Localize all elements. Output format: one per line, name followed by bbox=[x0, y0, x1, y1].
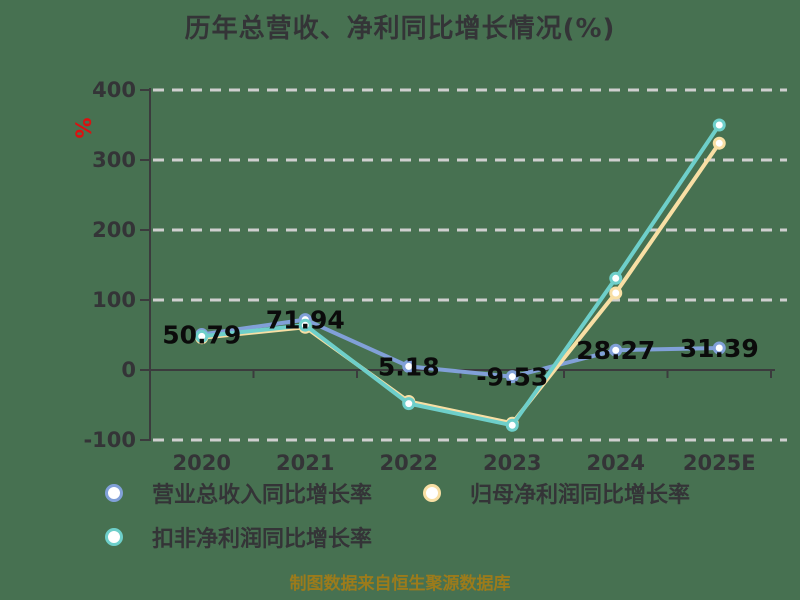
data-point-marker bbox=[402, 397, 416, 411]
data-value-label: -9.53 bbox=[476, 363, 548, 392]
y-axis-tick-label: 400 bbox=[92, 78, 136, 102]
y-axis-tick-label: 300 bbox=[92, 148, 136, 172]
legend-label: 归母净利润同比增长率 bbox=[470, 483, 691, 508]
legend-label: 扣非净利润同比增长率 bbox=[152, 527, 373, 552]
legend-item-net-profit-growth[interactable]: 归母净利润同比增长率 bbox=[406, 480, 691, 508]
data-source-note: 制图数据来自恒生聚源数据库 bbox=[289, 574, 511, 594]
data-point-marker bbox=[609, 343, 623, 357]
data-point-marker bbox=[712, 118, 726, 132]
legend-label: 营业总收入同比增长率 bbox=[152, 483, 373, 508]
x-axis-category-label: 2021 bbox=[276, 451, 334, 475]
data-value-label: 28.27 bbox=[576, 336, 655, 365]
data-point-marker bbox=[195, 329, 209, 343]
chart-title: 历年总营收、净利同比增长情况(%) bbox=[184, 14, 616, 44]
series-line bbox=[199, 141, 722, 426]
x-axis-category-label: 2022 bbox=[380, 451, 438, 475]
x-axis-category-label: 2023 bbox=[483, 451, 541, 475]
legend-line-dot-marker bbox=[88, 528, 140, 546]
data-point-marker bbox=[402, 359, 416, 373]
data-value-label: 31.39 bbox=[680, 334, 759, 363]
data-point-marker bbox=[609, 286, 623, 300]
y-axis-tick-label: 0 bbox=[121, 358, 136, 382]
legend-item-revenue-growth[interactable]: 营业总收入同比增长率 bbox=[88, 480, 373, 508]
y-axis-tick-label: -100 bbox=[83, 428, 136, 452]
series-line bbox=[199, 317, 722, 379]
y-axis-tick-label: 200 bbox=[92, 218, 136, 242]
data-point-marker bbox=[609, 271, 623, 285]
data-point-marker bbox=[712, 341, 726, 355]
data-point-marker bbox=[298, 318, 312, 332]
series-line bbox=[199, 123, 722, 428]
data-point-marker bbox=[505, 370, 519, 384]
data-value-label: 5.18 bbox=[378, 352, 440, 381]
x-axis-category-label: 2025E bbox=[683, 451, 756, 475]
x-axis-category-label: 2024 bbox=[587, 451, 645, 475]
legend-item-non-gaap-profit-growth[interactable]: 扣非净利润同比增长率 bbox=[88, 524, 373, 552]
x-axis-category-label: 2020 bbox=[173, 451, 231, 475]
data-point-marker bbox=[712, 136, 726, 150]
data-value-label: 71.94 bbox=[266, 306, 345, 335]
y-axis-tick-label: 100 bbox=[92, 288, 136, 312]
data-value-label: 50.79 bbox=[162, 320, 241, 349]
data-point-marker bbox=[505, 418, 519, 432]
legend-line-dot-marker bbox=[406, 484, 458, 502]
legend-line-dot-marker bbox=[88, 484, 140, 502]
